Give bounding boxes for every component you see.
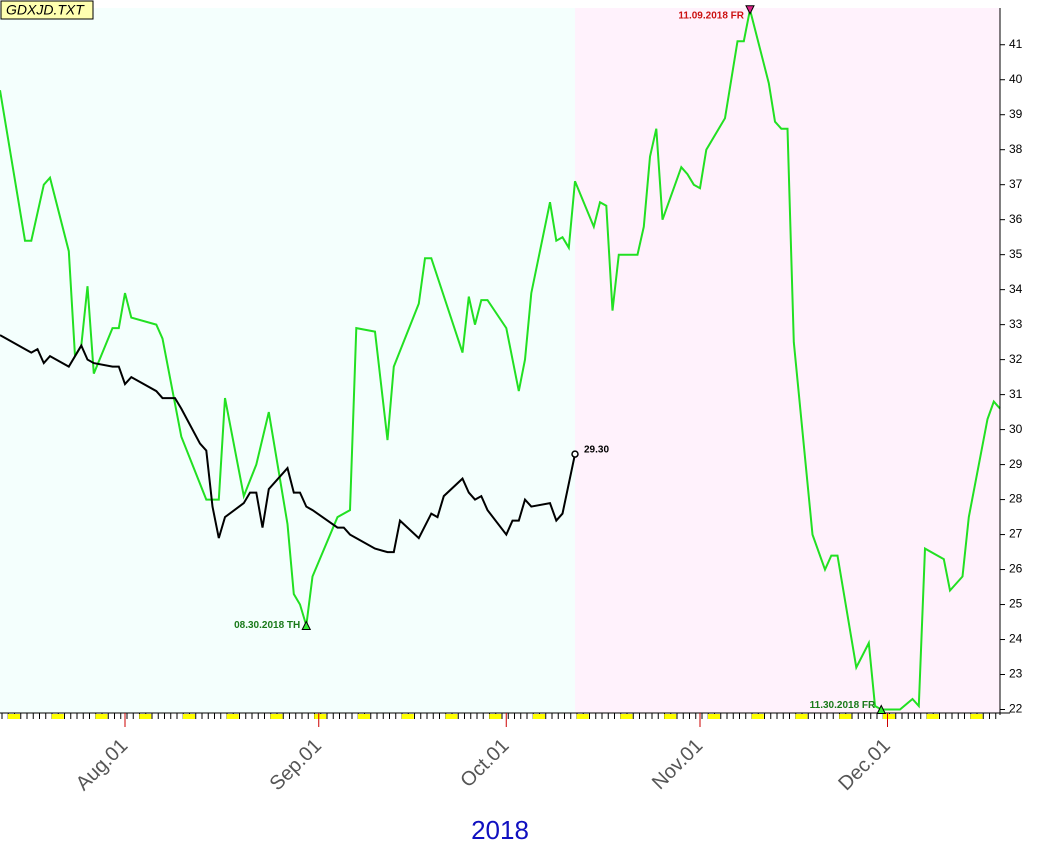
minor-tick-box (226, 714, 239, 719)
y-tick-label: 33 (1009, 317, 1023, 331)
plot (0, 9, 1001, 711)
annotation-marker (571, 450, 579, 458)
annotation-label: 11.09.2018 FR (678, 10, 744, 21)
minor-tick-box (926, 714, 939, 719)
x-tick-label: Aug.01 (72, 735, 132, 795)
minor-tick-box (270, 714, 283, 719)
minor-tick-box (664, 714, 677, 719)
minor-tick-box (970, 714, 983, 719)
minor-tick-box (839, 714, 852, 719)
annotation-marker (876, 704, 887, 715)
y-tick-label: 35 (1009, 247, 1023, 261)
y-tick-label: 29 (1009, 457, 1023, 471)
chart-title: GDXJD.TXT (6, 2, 85, 18)
backgrounds (0, 8, 1000, 713)
minor-tick-box (533, 714, 545, 719)
y-tick-label: 32 (1009, 352, 1023, 366)
background-past (0, 8, 575, 713)
series-line (0, 334, 576, 554)
y-tick-label: 23 (1009, 667, 1023, 681)
minor-tick-box (95, 714, 108, 719)
minor-tick-box (489, 714, 502, 719)
minor-tick-box (576, 714, 589, 719)
x-tick-label: Sep.01 (266, 735, 326, 795)
y-tick-label: 41 (1009, 37, 1023, 51)
title-box (0, 0, 94, 20)
y-tick-label: 25 (1009, 597, 1023, 611)
x-axis-label: 2018 (471, 815, 529, 845)
y-tick-label: 26 (1009, 562, 1023, 576)
annotation-label: 11.30.2018 FR (810, 700, 876, 711)
minor-tick-box (139, 714, 152, 719)
minor-tick-box (51, 714, 64, 719)
y-tick-label: 40 (1009, 72, 1023, 86)
y-tick-label: 31 (1009, 387, 1023, 401)
minor-tick-box (314, 714, 327, 719)
minor-tick-box (8, 714, 20, 719)
minor-tick-box (883, 714, 895, 719)
minor-tick-box (445, 714, 458, 719)
x-tick-label: Nov.01 (648, 735, 707, 794)
y-tick-label: 30 (1009, 422, 1023, 436)
minor-tick-box (795, 714, 808, 719)
y-tick-label: 28 (1009, 492, 1023, 506)
minor-tick-box (358, 714, 370, 719)
y-tick-label: 38 (1009, 142, 1023, 156)
y-tick-label: 37 (1009, 177, 1023, 191)
annotation-marker (745, 5, 755, 15)
annotation-label: 08.30.2018 TH (234, 620, 300, 631)
minor-tick-box (183, 714, 195, 719)
y-tick-label: 39 (1009, 107, 1023, 121)
background-future (575, 8, 1000, 713)
y-tick-label: 27 (1009, 527, 1023, 541)
minor-tick-box (751, 714, 764, 719)
minor-tick-box (401, 714, 414, 719)
minor-tick-box (708, 714, 720, 719)
annotation-label: 29.30 (584, 445, 609, 456)
y-tick-label: 22 (1009, 702, 1023, 716)
y-tick-label: 36 (1009, 212, 1023, 226)
annotation-marker (301, 620, 312, 631)
series-line (0, 9, 1001, 711)
minor-tick-box (620, 714, 633, 719)
x-tick-label: Dec.01 (834, 735, 894, 795)
y-tick-label: 24 (1009, 632, 1023, 646)
x-tick-label: Oct.01 (456, 735, 513, 792)
y-tick-label: 34 (1009, 282, 1023, 296)
